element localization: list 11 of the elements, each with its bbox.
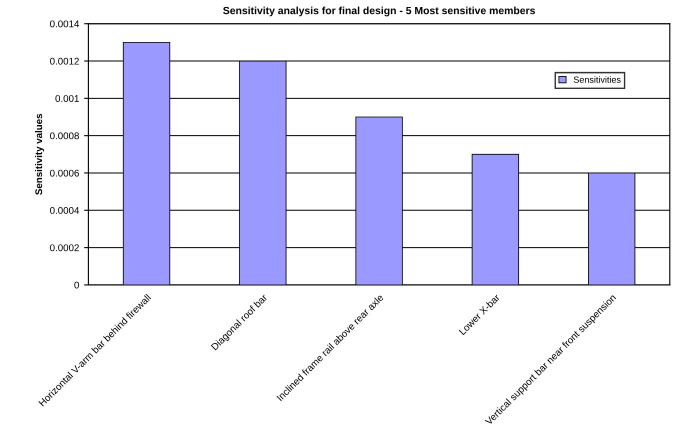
y-tick-label: 0.001 [55,95,79,102]
y-axis-title: Sensitivity values [35,114,44,195]
y-tick-label: 0.0008 [50,132,79,140]
y-tick-label: 0 [74,282,79,289]
y-tick-label: 0.0006 [50,170,79,177]
legend-label: Sensitivities [574,76,621,83]
y-tick-label: 0.0012 [50,58,79,65]
y-tick-label: 0.0014 [50,20,80,28]
y-tick-label: 0.0002 [50,244,79,252]
chart-title: Sensitivity analysis for final design - 5 Most sensitive members [223,6,535,16]
y-tick-label: 0.0004 [50,207,80,214]
